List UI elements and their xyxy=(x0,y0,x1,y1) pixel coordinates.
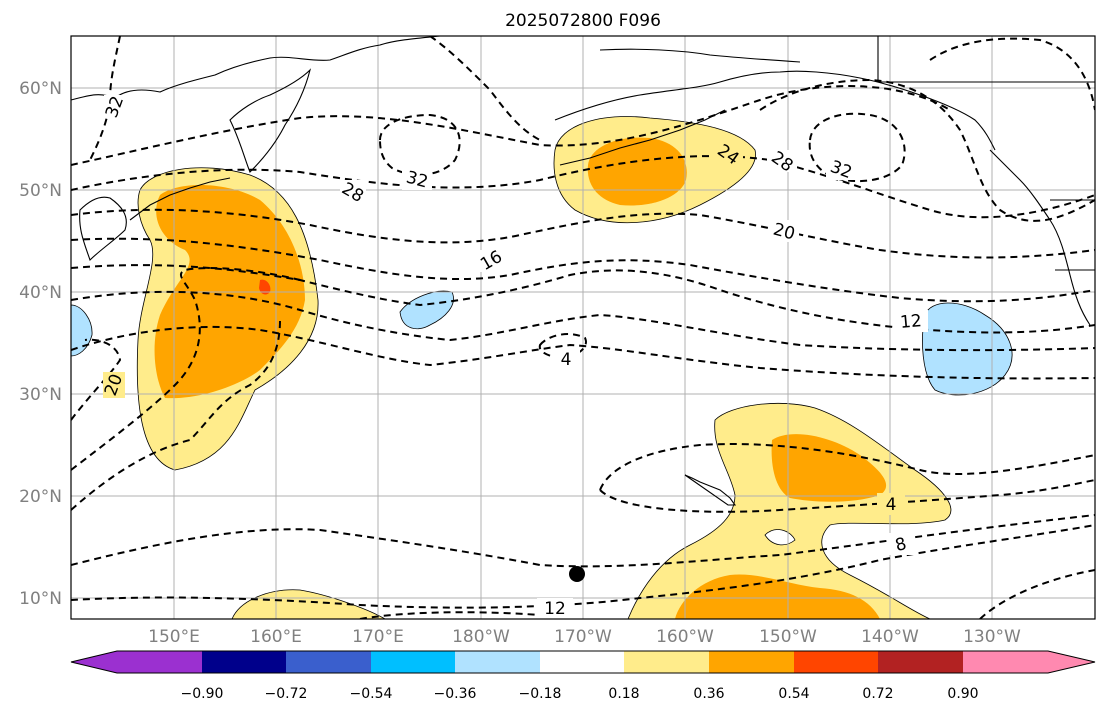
lat-label: 50°N xyxy=(19,181,62,201)
colorbar-tick-label: 0.90 xyxy=(947,686,978,702)
contour-label: 4 xyxy=(561,350,572,370)
contour-line xyxy=(378,113,461,176)
colorbar-labels: −0.90 −0.72 −0.54 −0.36 −0.18 0.18 0.36 … xyxy=(181,686,979,702)
lat-label: 30°N xyxy=(19,385,62,405)
contour-line xyxy=(71,290,1095,352)
positive-region-southeast-core xyxy=(771,434,887,502)
colorbar-tick-label: −0.36 xyxy=(434,686,477,702)
contour-label: 12 xyxy=(899,311,922,333)
coast-aleutians xyxy=(559,109,726,166)
positive-region-southwest xyxy=(231,589,386,619)
contour-label: 12 xyxy=(544,599,566,619)
lon-label: 130°W xyxy=(963,627,1021,647)
contour-line xyxy=(979,569,1095,619)
colorbar-segment xyxy=(794,651,878,673)
contour-label: 4 xyxy=(886,495,897,515)
coast-japan xyxy=(79,196,127,262)
colorbar-tick-label: 0.18 xyxy=(608,686,639,702)
colorbar-outline xyxy=(70,650,1096,674)
colorbar-tick-label: −0.18 xyxy=(519,686,562,702)
contour-line xyxy=(929,37,1095,111)
positive-region-south-core xyxy=(675,574,880,619)
lon-label: 160°W xyxy=(656,627,714,647)
contour-label: 8 xyxy=(893,534,909,556)
lon-label: 170°W xyxy=(554,627,612,647)
positive-region-north-core xyxy=(587,137,687,206)
colorbar-tick-label: 0.72 xyxy=(862,686,893,702)
colorbar xyxy=(70,650,1096,674)
map-title: 2025072800 F096 xyxy=(505,11,661,31)
colorbar-tick-label: −0.90 xyxy=(181,686,224,702)
colorbar-segment xyxy=(286,651,371,673)
contour-line xyxy=(71,524,1095,609)
map-area: 32 28 32 16 24 28 32 20 12 4 20 4 8 xyxy=(71,36,1095,619)
contour-line xyxy=(71,325,1095,380)
contour-line xyxy=(71,155,1095,219)
contour-line xyxy=(71,85,951,166)
colorbar-segment xyxy=(455,651,540,673)
colorbar-segment xyxy=(963,651,1095,673)
lon-label: 160°E xyxy=(250,627,302,647)
colorbar-segment xyxy=(371,651,455,673)
contour-line xyxy=(359,611,541,619)
positive-region-west-peak xyxy=(259,279,271,295)
contour-line-4-se xyxy=(599,443,1095,513)
colorbar-segment xyxy=(71,651,202,673)
map-frame xyxy=(70,35,1096,620)
colorbar-tick-label: −0.72 xyxy=(265,686,308,702)
border-canada-us xyxy=(877,36,1095,83)
contour-line xyxy=(71,319,281,511)
colorbar-segment xyxy=(624,651,709,673)
contour-labels: 32 28 32 16 24 28 32 20 12 4 20 4 8 xyxy=(101,93,928,619)
coast-kuril xyxy=(129,177,231,221)
contour-line xyxy=(759,78,1095,222)
lon-label: 180°W xyxy=(452,627,510,647)
lat-label: 20°N xyxy=(19,487,62,507)
longitude-labels: 150°E 160°E 170°E 180°W 170°W 160°W 150°… xyxy=(148,627,1021,647)
coast-kamchatka xyxy=(229,68,312,173)
contour-line-20-west xyxy=(71,338,122,421)
colorbar-segment xyxy=(709,651,794,673)
coast-hawaii xyxy=(684,474,737,506)
colorbar-segment xyxy=(878,651,963,673)
coast-alaska-north xyxy=(599,48,801,63)
lat-label: 60°N xyxy=(19,79,62,99)
negative-region-west-edge xyxy=(71,304,93,357)
colorbar-tick-label: 0.54 xyxy=(778,686,809,702)
colorbar-segment xyxy=(202,651,286,673)
colorbar-tick-label: −0.54 xyxy=(350,686,393,702)
latitude-labels: 60°N 50°N 40°N 30°N 20°N 10°N xyxy=(19,79,62,609)
lon-label: 150°E xyxy=(148,627,200,647)
lon-label: 140°W xyxy=(861,627,919,647)
contours xyxy=(71,36,1095,619)
colorbar-segment xyxy=(540,651,624,673)
contour-line xyxy=(71,514,1095,568)
contour-line xyxy=(71,237,1095,303)
negative-region-central xyxy=(399,290,454,330)
contour-line xyxy=(71,267,301,471)
contour-line xyxy=(71,208,1095,259)
contour-line xyxy=(71,264,1095,334)
graticule xyxy=(71,36,1095,619)
positive-region-southeast xyxy=(627,403,952,619)
colorbar-tick-label: 0.36 xyxy=(693,686,724,702)
location-marker xyxy=(569,566,585,582)
lat-label: 40°N xyxy=(19,283,62,303)
lon-label: 150°W xyxy=(759,627,817,647)
lon-label: 170°E xyxy=(352,627,404,647)
negative-region-east xyxy=(922,302,1013,396)
lat-label: 10°N xyxy=(19,589,62,609)
coast-alaska xyxy=(554,70,996,151)
